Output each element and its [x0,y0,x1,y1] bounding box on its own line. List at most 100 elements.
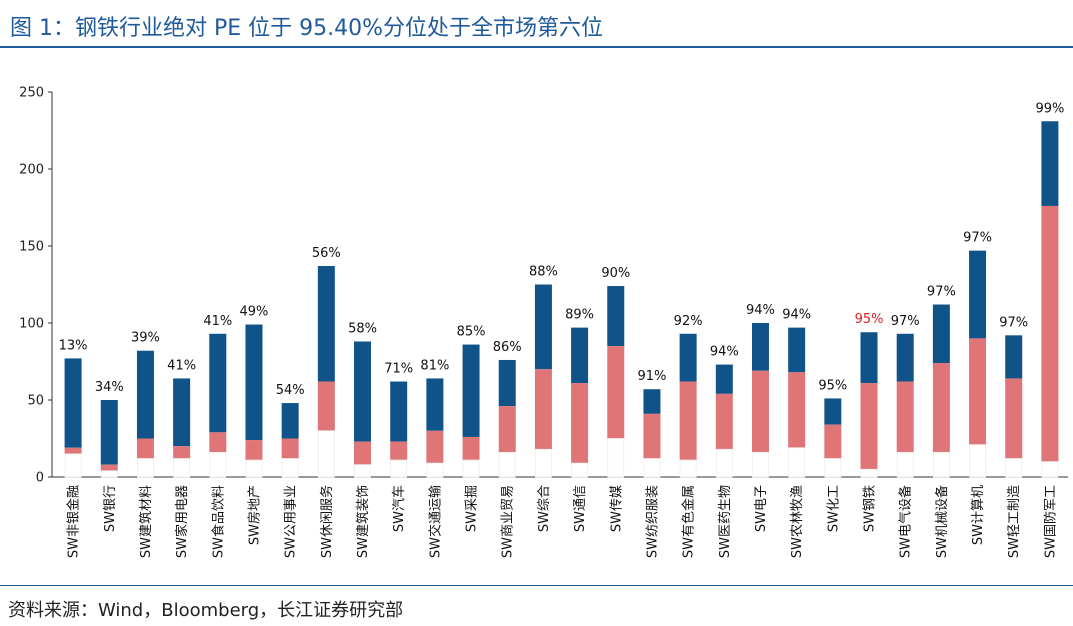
percent-label: 97% [891,314,920,329]
percent-label: 39% [131,331,160,346]
y-tick-label: 0 [36,471,44,486]
bar-middle-segment [932,363,950,453]
bar-middle-segment [896,381,914,453]
bar-lower-segment [679,459,697,478]
bar-middle-segment [354,441,372,465]
bar-upper-segment [100,400,118,465]
percent-label: 13% [59,338,88,353]
percent-label: 95% [855,312,884,327]
bar-middle-segment [751,370,769,453]
category-label: SW国防军工 [1042,485,1058,558]
bar-upper-segment [751,323,769,371]
bar-middle-segment [969,338,987,445]
stacked-bar-chart: 0 50 100 150 200 250 13% 34% 39% 41% 41% 49% 54% 56%… [19,86,1068,558]
bar-lower-segment [1005,458,1023,478]
category-label: SW银行 [103,485,118,532]
percent-label: 56% [312,246,341,261]
bar-lower-segment [715,448,733,478]
bar-upper-segment [354,341,372,442]
bar-middle-segment [1005,378,1023,459]
bar-middle-segment [824,424,842,459]
bar-upper-segment [245,324,263,441]
bar-middle-segment [136,438,154,459]
bars [64,121,1059,478]
bar-upper-segment [64,358,82,448]
bar-lower-segment [788,447,806,478]
percent-label: 89% [565,308,594,323]
bar-upper-segment [534,284,552,370]
bar-lower-segment [896,451,914,478]
bar-middle-segment [571,383,589,464]
percent-label: 34% [95,380,124,395]
source-divider [0,585,1073,586]
bar-upper-segment [390,381,408,442]
bar-upper-segment [643,389,661,414]
bar-middle-segment [643,413,661,459]
bar-lower-segment [571,462,588,478]
percent-label: 94% [746,303,775,318]
category-label: SW传媒 [609,485,624,532]
bar-lower-segment [64,453,82,478]
category-label: SW采掘 [465,485,480,532]
bar-middle-segment [860,383,878,470]
bar-upper-segment [715,364,733,394]
bar-lower-segment [969,444,986,478]
percent-label: 94% [710,345,739,360]
percent-label: 71% [384,362,413,377]
category-label: SW商业贸易 [501,485,516,558]
source-note: 资料来源：Wind，Bloomberg，长江证券研究部 [8,600,404,621]
category-label: SW医药生物 [718,485,733,558]
bar-lower-segment [173,458,191,478]
y-tick-label: 200 [19,163,44,178]
percent-label: 97% [927,285,956,300]
category-label: SW食品饮料 [210,485,226,558]
bar-middle-segment [426,430,444,464]
bar-middle-segment [100,464,118,471]
bar-lower-segment [462,459,480,478]
percent-label: 95% [818,378,847,393]
y-tick-label: 50 [27,394,44,409]
category-label: SW轻工制造 [1007,485,1022,558]
bar-middle-segment [462,436,480,461]
percent-label: 81% [420,358,449,373]
percent-label: 85% [457,325,486,340]
bar-upper-segment [1041,121,1059,206]
bar-upper-segment [317,266,335,382]
bar-upper-segment [932,304,950,364]
bar-lower-segment [1041,461,1059,478]
category-label: SW电子 [754,485,769,532]
bar-middle-segment [715,393,733,450]
bar-lower-segment [932,451,950,478]
y-tick-label: 250 [19,86,44,101]
bar-upper-segment [896,333,914,382]
bar-lower-segment [824,458,842,478]
category-label: SW农林牧渔 [790,485,805,558]
percent-label: 88% [529,265,558,280]
percent-label: 90% [601,266,630,281]
bar-upper-segment [462,344,480,437]
bar-middle-segment [498,406,516,453]
bar-upper-segment [498,359,516,407]
bar-middle-segment [1041,205,1059,462]
bar-upper-segment [136,350,154,439]
bar-middle-segment [679,381,697,461]
bar-upper-segment [209,333,227,433]
category-label: SW非银金融 [66,485,82,558]
category-label: SW公用事业 [284,485,299,558]
bar-upper-segment [860,332,878,384]
category-label: SW电气设备 [898,485,914,558]
bar-lower-segment [643,458,661,478]
title-divider [0,46,1073,48]
bar-upper-segment [281,403,299,439]
bar-middle-segment [64,447,82,454]
percent-label: 97% [999,315,1028,330]
category-label: SW钢铁 [863,485,878,532]
bar-lower-segment [607,438,625,478]
percent-label: 41% [203,314,232,329]
category-label: SW纺织服装 [645,485,660,558]
bar-lower-segment [426,462,444,478]
bar-lower-segment [245,459,263,478]
bar-upper-segment [1005,335,1023,379]
category-labels: SW非银金融 SW银行 SW建筑材料 SW家用电器 SW食品饮料 SW房地产 SW公用事业 S… [66,485,1059,558]
y-tick-label: 150 [19,240,44,255]
